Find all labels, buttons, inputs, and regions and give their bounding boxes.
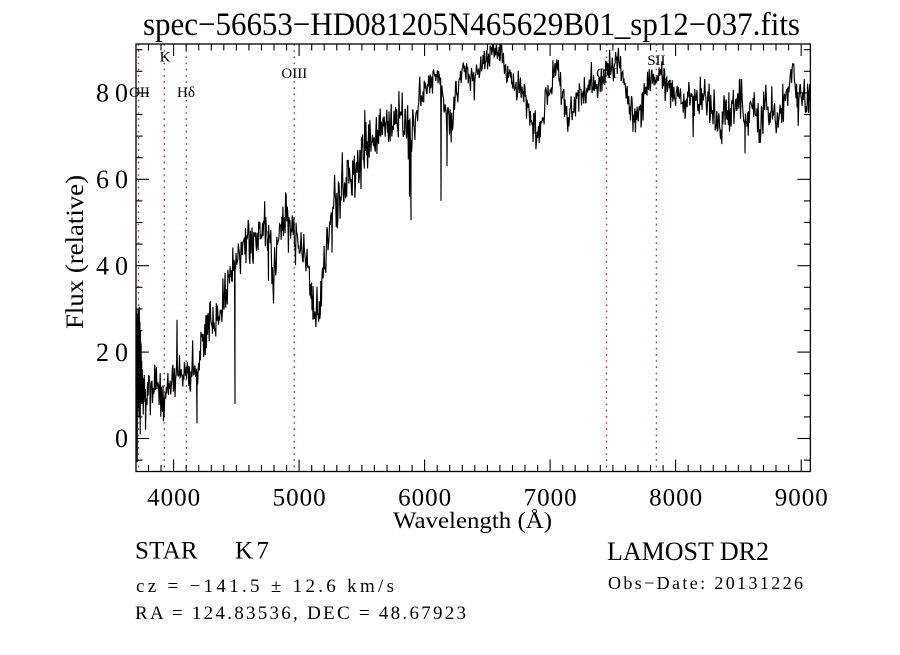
svg-text:OIII: OIII [281,66,307,82]
svg-text:STAR: STAR [135,538,198,565]
svg-text:OII: OII [129,85,150,101]
svg-text:cz = −141.5 ± 12.6 km/s: cz = −141.5 ± 12.6 km/s [136,576,394,597]
svg-text:Hδ: Hδ [177,85,195,101]
svg-text:K: K [160,50,171,66]
svg-text:RA = 124.83536, DEC = 48.6792: RA = 124.83536, DEC = 48.67923 [135,603,466,624]
svg-text:SII: SII [647,53,665,69]
svg-text:spec−56653−HD081205N465629B01_: spec−56653−HD081205N465629B01_sp12−037.f… [143,7,800,43]
svg-text:LAMOST DR2: LAMOST DR2 [607,537,769,566]
svg-text:Wavelength (Å): Wavelength (Å) [393,508,552,533]
svg-text:OII: OII [596,66,617,82]
svg-text:Flux (relative): Flux (relative) [62,175,89,329]
svg-text:8000: 8000 [649,485,702,512]
svg-text:5000: 5000 [273,485,326,512]
svg-text:7000: 7000 [524,485,577,512]
svg-text:K7: K7 [235,538,269,565]
svg-text:4000: 4000 [147,485,200,512]
svg-text:0: 0 [115,424,128,453]
svg-text:9000: 9000 [775,485,828,512]
svg-text:6000: 6000 [398,485,451,512]
